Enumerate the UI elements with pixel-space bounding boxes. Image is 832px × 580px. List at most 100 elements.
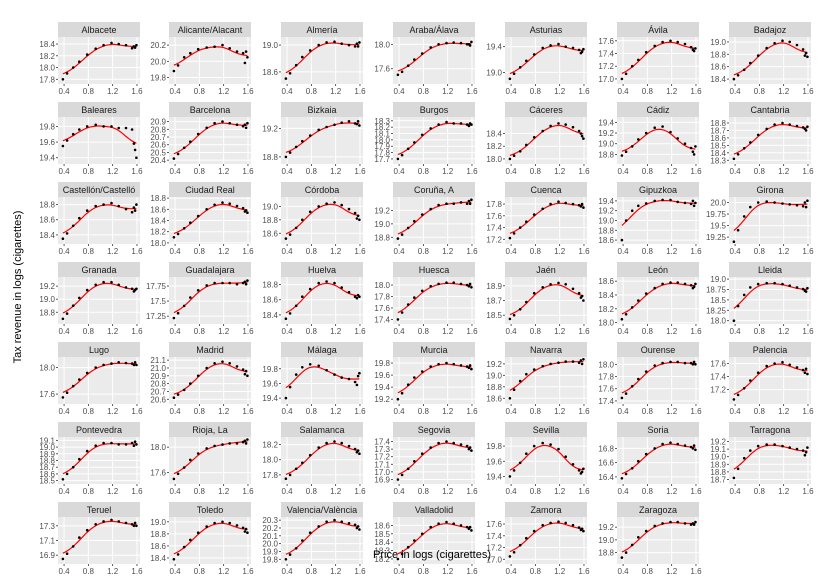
facet-zamora: Zamora 17.0 17.2 17.4 17.6 0.4 0.8 1.2 1.6 (486, 502, 590, 576)
data-point (196, 132, 200, 136)
data-point (437, 123, 440, 126)
data-point (228, 521, 231, 525)
facet-strip-label: Alicante/Alacant (178, 25, 243, 35)
y-tick-label: 17.25 (146, 312, 167, 321)
x-tick-label: 1.6 (466, 87, 478, 96)
data-point (579, 359, 583, 362)
strip-bg (617, 422, 699, 437)
data-point (353, 211, 357, 215)
data-point (355, 122, 359, 126)
data-point (94, 204, 97, 208)
data-point (241, 368, 245, 371)
data-point (694, 520, 697, 524)
data-point (806, 286, 809, 290)
fit-line (621, 522, 696, 553)
data-point (340, 286, 344, 289)
panel-bg (729, 357, 811, 404)
data-point (781, 360, 784, 364)
fit-line (733, 444, 808, 470)
data-point (221, 360, 224, 364)
data-point (244, 527, 248, 531)
data-point (406, 303, 410, 306)
data-point (557, 361, 560, 365)
y-tick-label: 19.0 (486, 68, 502, 77)
data-point (630, 145, 634, 148)
y-tick-label: 19.8 (374, 359, 390, 368)
data-point (85, 209, 89, 212)
data-point (325, 41, 328, 44)
facet-huesca: Huesca 17.4 17.6 17.8 18.0 0.4 0.8 1.2 1.6 (374, 262, 478, 336)
x-tick-label: 0.4 (394, 567, 406, 575)
x-tick-label: 1.2 (442, 487, 454, 496)
data-point (65, 72, 69, 75)
data-point (325, 202, 328, 205)
data-point (189, 140, 192, 143)
data-point (661, 125, 664, 128)
facet-salamanca: Salamanca 17.8 18.0 18.2 0.4 0.8 1.2 1.6 (262, 422, 366, 496)
data-point (413, 539, 416, 542)
data-point (749, 379, 752, 382)
data-point (580, 134, 584, 138)
x-tick-label: 1.2 (554, 87, 566, 96)
panel-bg (169, 117, 251, 164)
x-tick-label: 0.8 (194, 407, 206, 416)
y-tick-label: 20.4 (150, 156, 166, 165)
y-tick-label: 18.25 (706, 306, 727, 315)
x-tick-label: 0.8 (194, 167, 206, 176)
x-tick-label: 0.8 (418, 407, 430, 416)
x-tick-label: 0.4 (618, 247, 630, 256)
facet-strip-label: Bizkaia (307, 105, 336, 115)
data-point (468, 364, 472, 367)
x-tick-label: 0.8 (754, 167, 766, 176)
facet-cuenca: Cuenca 17.2 17.4 17.6 17.8 0.4 0.8 1.2 1.6 (486, 182, 590, 256)
data-point (406, 147, 410, 151)
x-tick-label: 0.8 (530, 247, 542, 256)
data-point (582, 47, 585, 51)
facet-strip-label: Badajoz (754, 25, 787, 35)
data-point (317, 205, 321, 208)
data-point (308, 287, 312, 291)
x-tick-label: 0.8 (754, 327, 766, 336)
facet-segovia: Segovia 16.917.017.117.217.317.4 0.4 0.8 1.2… (374, 422, 478, 496)
y-tick-label: 17.2 (598, 62, 614, 71)
y-tick-label: 18.6 (486, 394, 502, 403)
data-point (213, 444, 216, 448)
x-tick-label: 1.2 (554, 407, 566, 416)
data-point (61, 78, 65, 81)
x-tick-label: 1.2 (218, 247, 230, 256)
y-tick-label: 19.0 (39, 295, 55, 304)
facet-tarragona: Tarragona 18.718.818.919.019.119.2 0.4 0.8 1… (710, 422, 814, 496)
data-point (564, 360, 567, 363)
data-point (110, 125, 113, 128)
panel-bg (393, 437, 475, 484)
x-tick-label: 0.4 (170, 87, 182, 96)
data-point (742, 387, 746, 390)
data-point (284, 155, 288, 159)
x-tick-label: 1.2 (554, 487, 566, 496)
x-tick-label: 1.2 (442, 247, 454, 256)
strip-bg (617, 262, 699, 277)
data-point (189, 296, 192, 299)
data-point (620, 77, 624, 81)
data-point (85, 449, 89, 453)
facet-strip-label: Palencia (753, 345, 788, 355)
x-tick-label: 0.4 (730, 487, 742, 496)
data-point (182, 304, 186, 308)
y-tick-label: 18.6 (262, 229, 278, 238)
y-tick-label: 18.8 (486, 383, 502, 392)
data-point (630, 209, 634, 212)
data-point (644, 292, 648, 295)
data-point (459, 443, 463, 446)
y-tick-label: 19.0 (39, 443, 55, 452)
x-tick-label: 1.6 (242, 87, 254, 96)
data-point (130, 46, 134, 50)
data-point (736, 304, 740, 308)
fit-line (733, 42, 808, 76)
data-point (71, 304, 75, 308)
y-tick-label: 17.3 (374, 445, 390, 454)
data-point (340, 203, 344, 207)
x-tick-label: 0.8 (418, 487, 430, 496)
data-point (135, 287, 138, 291)
data-point (406, 467, 410, 471)
data-point (205, 366, 208, 370)
